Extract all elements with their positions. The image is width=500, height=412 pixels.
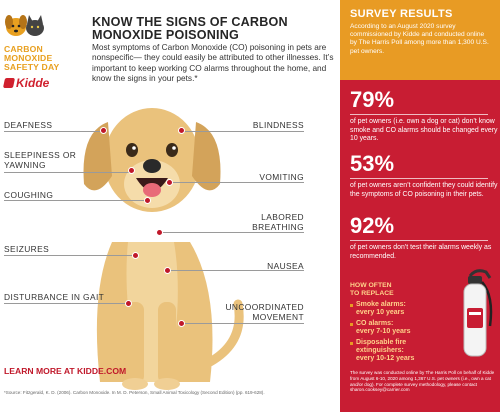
leader-line: [170, 182, 304, 183]
left-panel: CARBON MONOXIDE SAFETY DAY Kidde KNOW TH…: [2, 12, 334, 395]
dog-illustration: [83, 108, 244, 390]
replacement-item: Disposable fire extinguishers: every 10-…: [350, 339, 455, 363]
leader-line: [182, 323, 304, 324]
stat-value: 53%: [350, 151, 395, 176]
symptom-seizures: SEIZURES: [4, 244, 50, 254]
intro-paragraph: Most symptoms of Carbon Monoxide (CO) po…: [92, 42, 334, 84]
divider: [350, 178, 488, 179]
symptom-blindness: BLINDNESS: [252, 120, 304, 130]
divider: [350, 114, 488, 115]
kidde-wordmark: Kidde: [16, 76, 50, 90]
symptom-marker: [99, 126, 107, 134]
replacement-item: Smoke alarms: every 10 years: [350, 301, 455, 317]
symptom-marker: [177, 319, 185, 327]
replacement-guide: HOW OFTEN TO REPLACE Smoke alarms: every…: [350, 282, 455, 363]
leader-line: [160, 232, 304, 233]
symptom-deafness: DEAFNESS: [4, 120, 53, 130]
replacement-title: HOW OFTEN TO REPLACE: [350, 282, 394, 297]
symptom-marker: [127, 166, 135, 174]
page-title: KNOW THE SIGNS OF CARBON MONOXIDE POISON…: [92, 15, 288, 42]
bullet-icon: [350, 323, 353, 326]
survey-footnote: The survey was conducted online by The H…: [350, 370, 495, 393]
symptom-coughing: COUGHING: [4, 190, 54, 200]
symptom-marker: [177, 126, 185, 134]
symptom-marker: [124, 299, 132, 307]
symptom-marker: [163, 266, 171, 274]
stat-block: 53% of pet owners aren’t confident they …: [350, 152, 498, 199]
stat-block: 92% of pet owners don’t test their alarm…: [350, 214, 498, 261]
symptom-disturbance-in-gait: DISTURBANCE IN GAIT: [4, 292, 105, 302]
symptom-marker: [131, 251, 139, 259]
kidde-logo: Kidde: [2, 76, 84, 90]
stat-text: of pet owners (i.e. own a dog or cat) do…: [350, 118, 498, 143]
survey-intro: According to an August 2020 survey commi…: [350, 23, 489, 55]
symptom-sleepiness: SLEEPINESS OR YAWNING: [4, 150, 77, 170]
survey-title: SURVEY RESULTS: [350, 8, 453, 20]
leader-line: [168, 270, 304, 271]
symptom-nausea: NAUSEA: [267, 261, 304, 271]
stat-value: 92%: [350, 213, 395, 238]
bullet-icon: [350, 304, 353, 307]
leader-line: [4, 172, 130, 173]
fire-extinguisher-icon: [463, 269, 493, 357]
source-citation: *Source: Fitzgerald, K. D. (2006). Carbo…: [4, 390, 265, 395]
symptom-uncoordinated-movement: UNCOORDINATED MOVEMENT: [225, 302, 304, 322]
symptom-marker: [155, 228, 163, 236]
symptom-marker: [165, 178, 173, 186]
logo-title: CARBON MONOXIDE SAFETY DAY: [4, 44, 60, 72]
dog-and-cat-icon: [5, 15, 44, 36]
leader-line: [182, 131, 304, 132]
kidde-mark-icon: [2, 78, 16, 88]
bullet-icon: [350, 342, 353, 345]
stat-block: 79% of pet owners (i.e. own a dog or cat…: [350, 88, 498, 144]
leader-line: [4, 131, 102, 132]
replacement-item: CO alarms: every 7-10 years: [350, 320, 455, 336]
stat-text: of pet owners don’t test their alarms we…: [350, 244, 492, 260]
divider: [350, 240, 488, 241]
stat-value: 79%: [350, 87, 395, 112]
co-safety-day-logo: CARBON MONOXIDE SAFETY DAY Kidde: [2, 12, 84, 90]
symptom-vomiting: VOMITING: [259, 172, 304, 182]
leader-line: [4, 255, 134, 256]
symptom-labored-breathing: LABORED BREATHING: [252, 212, 304, 232]
survey-header: SURVEY RESULTS According to an August 20…: [340, 0, 500, 80]
learn-more-link[interactable]: LEARN MORE AT KIDDE.COM: [4, 366, 127, 376]
leader-line: [4, 200, 146, 201]
symptom-marker: [143, 196, 151, 204]
stat-text: of pet owners aren’t confident they coul…: [350, 182, 498, 198]
leader-line: [4, 303, 128, 304]
survey-panel: SURVEY RESULTS According to an August 20…: [340, 0, 500, 412]
